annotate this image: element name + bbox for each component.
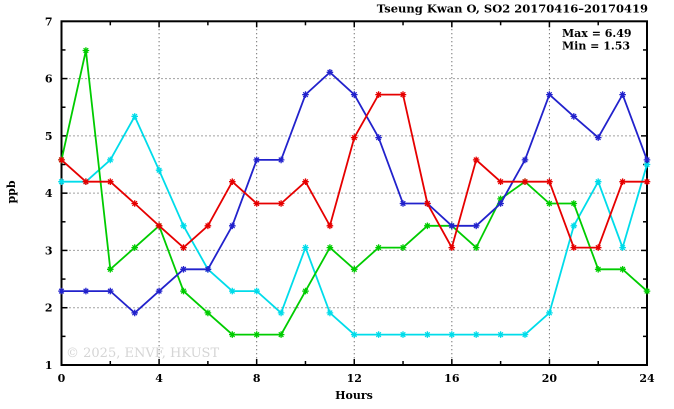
x-tick-label: 0 [58, 372, 66, 385]
series-cyan-markers [58, 113, 651, 338]
series-red-markers [58, 91, 651, 251]
y-axis-label: ppb [5, 180, 18, 203]
min-annotation: Min = 1.53 [562, 40, 630, 53]
max-annotation: Max = 6.49 [562, 27, 632, 40]
x-tick-label: 8 [253, 372, 261, 385]
y-tick-label: 4 [45, 187, 53, 200]
series-blue-markers [58, 69, 651, 317]
chart-title: Tseung Kwan O, SO2 20170416–20170419 [377, 2, 648, 16]
y-tick-label: 3 [45, 244, 53, 257]
x-tick-label: 16 [444, 372, 460, 385]
x-axis-label: Hours [335, 389, 373, 402]
y-tick-label: 6 [45, 73, 53, 86]
x-tick-label: 20 [542, 372, 558, 385]
y-tick-label: 5 [45, 130, 53, 143]
y-tick-label: 1 [45, 359, 53, 372]
x-tick-label: 4 [155, 372, 163, 385]
y-tick-label: 2 [45, 302, 53, 315]
y-tick-label: 7 [45, 15, 53, 28]
x-tick-label: 24 [639, 372, 655, 385]
watermark: © 2025, ENVF, HKUST [66, 346, 219, 361]
x-tick-label: 12 [347, 372, 362, 385]
